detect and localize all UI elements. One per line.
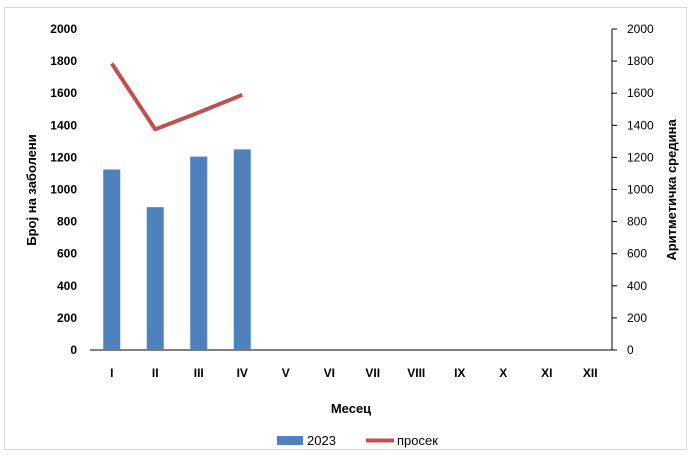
right-tick-label: 800 [627, 215, 647, 229]
left-tick-label: 1200 [50, 150, 77, 164]
left-tick-label: 1600 [50, 86, 77, 100]
plot-axes [90, 29, 613, 351]
bar-series-2023 [103, 149, 251, 350]
legend: 2023 просек [277, 433, 438, 448]
right-y-axis-ticks: 0 200 400 600 800 1000 1200 1400 1600 1800 2000 [612, 22, 654, 357]
left-tick-label: 2000 [50, 22, 77, 36]
left-tick-label: 1000 [50, 183, 77, 197]
chart-frame [4, 7, 687, 450]
right-tick-label: 0 [627, 343, 634, 357]
y2-axis-title: Аритметичка средина [664, 119, 679, 261]
x-tick-label-III: III [194, 366, 204, 380]
right-tick-label: 600 [627, 247, 647, 261]
line-series-prosek [110, 62, 244, 132]
right-tick-label: 1600 [627, 86, 654, 100]
bar-IV [233, 149, 251, 350]
x-axis-ticks: I II III IV V VI VII VIII IX X XI XII [110, 366, 598, 380]
x-tick-label-IV: IV [237, 366, 248, 380]
legend-label-2023: 2023 [307, 433, 336, 448]
right-tick-label: 1800 [627, 54, 654, 68]
x-tick-label-VIII: VIII [407, 366, 425, 380]
right-tick-label: 1000 [627, 183, 654, 197]
right-tick-label: 200 [627, 311, 647, 325]
x-axis-title: Месец [331, 401, 371, 416]
x-tick-label-VI: VI [324, 366, 335, 380]
right-tick-label: 1400 [627, 118, 654, 132]
bar-III [190, 156, 208, 350]
x-tick-label-XI: XI [541, 366, 552, 380]
left-tick-label: 600 [57, 247, 77, 261]
x-tick-label-I: I [110, 366, 113, 380]
x-tick-label-X: X [499, 366, 507, 380]
legend-swatch-bar [277, 436, 303, 445]
bar-II [146, 207, 164, 350]
y-axis-title: Број на заболени [24, 134, 39, 245]
right-tick-label: 400 [627, 279, 647, 293]
x-tick-label-II: II [152, 366, 159, 380]
x-tick-label-XII: XII [583, 366, 598, 380]
right-tick-label: 2000 [627, 22, 654, 36]
legend-label-prosek: просек [397, 433, 438, 448]
left-tick-label: 800 [57, 215, 77, 229]
x-tick-label-V: V [282, 366, 290, 380]
x-tick-label-VII: VII [365, 366, 380, 380]
left-tick-label: 1400 [50, 118, 77, 132]
right-tick-label: 1200 [627, 150, 654, 164]
left-y-axis-ticks: 0 200 400 600 800 1000 1200 1400 1600 1800 2000 [50, 22, 77, 357]
left-tick-label: 200 [57, 311, 77, 325]
left-tick-label: 0 [70, 343, 77, 357]
x-tick-label-IX: IX [454, 366, 465, 380]
bar-I [103, 169, 121, 350]
left-tick-label: 400 [57, 279, 77, 293]
left-tick-label: 1800 [50, 54, 77, 68]
